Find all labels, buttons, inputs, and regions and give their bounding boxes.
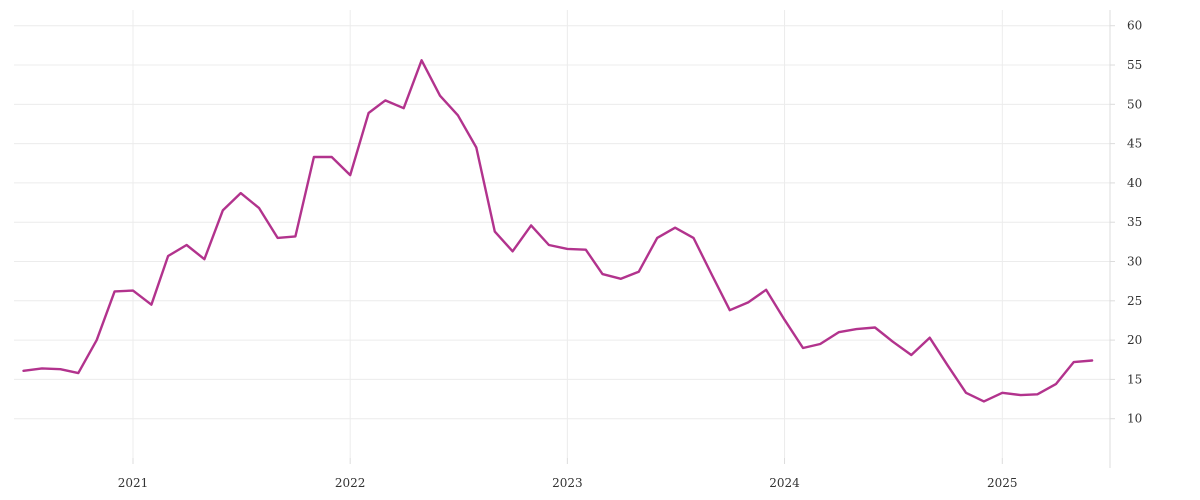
y-tick-label: 60 [1127,19,1142,33]
y-tick-label: 45 [1127,137,1142,151]
y-tick-label: 50 [1127,97,1142,111]
y-tick-label: 10 [1127,412,1142,426]
x-tick-label: 2025 [987,476,1018,490]
y-tick-label: 20 [1127,333,1142,347]
y-tick-label: 15 [1127,372,1142,386]
y-tick-label: 35 [1127,215,1142,229]
y-tick-label: 30 [1127,255,1142,269]
y-tick-label: 40 [1127,176,1142,190]
series-layer [22,59,1094,403]
grid [14,10,1110,458]
x-tick-label: 2024 [769,476,800,490]
axes [132,10,1115,468]
y-tick-label: 55 [1127,58,1142,72]
y-tick-label: 25 [1127,294,1142,308]
x-tick-label: 2021 [118,476,149,490]
x-tick-label: 2023 [552,476,583,490]
x-tick-label: 2022 [335,476,366,490]
series-line [22,59,1094,403]
